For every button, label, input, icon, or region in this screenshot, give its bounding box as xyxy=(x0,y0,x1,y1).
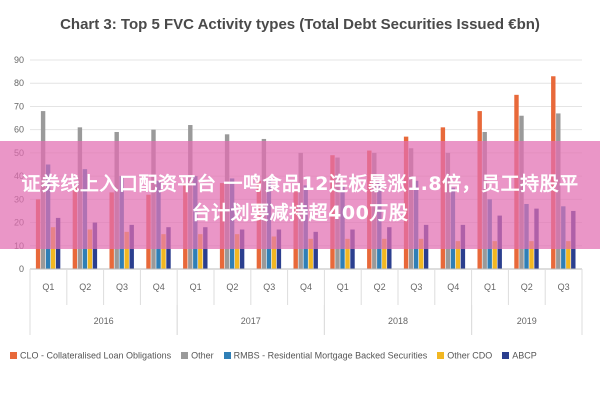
year-label: 2018 xyxy=(388,316,408,326)
promo-overlay xyxy=(0,141,600,249)
bar xyxy=(124,231,129,269)
x-tick-label: Q2 xyxy=(374,282,386,292)
bar xyxy=(492,241,497,269)
legend-swatch xyxy=(181,352,189,360)
y-tick-label: 80 xyxy=(14,78,24,88)
bar xyxy=(271,236,277,269)
x-tick-label: Q4 xyxy=(153,282,165,292)
y-tick-label: 0 xyxy=(19,264,24,274)
year-label: 2017 xyxy=(241,316,261,326)
bar xyxy=(308,238,313,269)
bar xyxy=(382,238,387,269)
legend-label: RMBS - Residential Mortgage Backed Secur… xyxy=(233,350,428,361)
x-tick-label: Q3 xyxy=(263,282,275,292)
bar xyxy=(529,241,534,269)
bar xyxy=(276,229,282,269)
x-tick-label: Q1 xyxy=(190,282,202,292)
legend-label: Other CDO xyxy=(447,350,493,361)
bar xyxy=(418,238,424,269)
legend-entry: Other CDO xyxy=(437,350,492,361)
x-tick-label: Q2 xyxy=(79,282,91,292)
bar xyxy=(239,229,245,269)
bar xyxy=(455,241,461,269)
x-tick-label: Q3 xyxy=(116,282,128,292)
legend-entry: ABCP xyxy=(502,350,537,361)
legend-entry: RMBS - Residential Mortgage Backed Secur… xyxy=(223,350,428,361)
x-tick-label: Q1 xyxy=(42,282,54,292)
promo-overlay-text: 证券线上入口配资平台 一鸣食品12连板暴涨1.8倍，员工持股平台计划要减持超40… xyxy=(21,173,579,224)
x-tick-label: Q1 xyxy=(337,282,349,292)
bar xyxy=(566,241,571,269)
legend-swatch xyxy=(502,352,510,360)
legend-entry: Other xyxy=(181,350,214,361)
x-tick-label: Q3 xyxy=(410,282,422,292)
chart-legend: CLO - Collateralised Loan Obligations Oth… xyxy=(10,350,600,370)
legend-label: CLO - Collateralised Loan Obligations xyxy=(20,350,172,361)
bar xyxy=(87,229,93,269)
legend-swatch xyxy=(437,352,445,360)
x-tick-label: Q4 xyxy=(300,282,312,292)
year-label: 2019 xyxy=(517,316,537,326)
bar xyxy=(313,231,318,269)
chart-title: Chart 3: Top 5 FVC Activity types (Total… xyxy=(60,16,540,33)
x-tick-label: Q1 xyxy=(484,282,496,292)
bar xyxy=(198,234,203,269)
legend-swatch xyxy=(223,352,231,360)
legend-entry: CLO - Collateralised Loan Obligations xyxy=(10,350,171,361)
bar xyxy=(161,234,166,269)
legend-label: Other xyxy=(191,350,214,361)
bar xyxy=(345,238,350,269)
x-tick-label: Q3 xyxy=(558,282,570,292)
legend-label: ABCP xyxy=(512,350,537,361)
y-tick-label: 70 xyxy=(14,101,24,111)
y-tick-label: 90 xyxy=(14,55,24,65)
x-tick-label: Q2 xyxy=(226,282,238,292)
bar xyxy=(350,229,355,269)
legend-swatch xyxy=(10,352,17,360)
year-label: 2016 xyxy=(94,316,114,326)
bar xyxy=(234,234,240,269)
y-tick-label: 60 xyxy=(14,125,24,135)
x-tick-label: Q2 xyxy=(521,282,533,292)
x-tick-label: Q4 xyxy=(447,282,459,292)
